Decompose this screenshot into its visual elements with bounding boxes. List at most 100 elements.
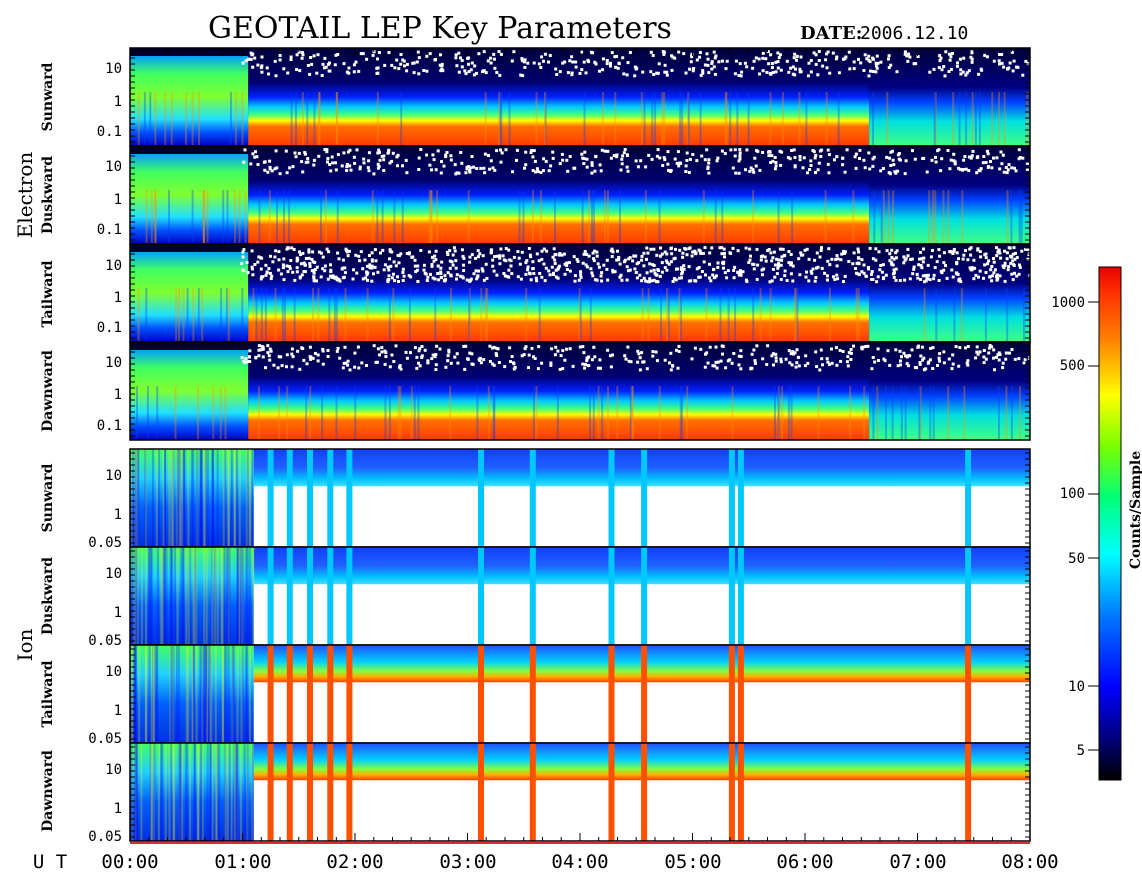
noise-speckle: [387, 268, 391, 272]
noise-speckle: [605, 258, 609, 262]
noise-speckle: [1017, 357, 1021, 361]
striation: [165, 547, 168, 645]
noise-speckle: [540, 275, 544, 279]
noise-speckle: [524, 150, 528, 154]
striation: [235, 743, 238, 841]
noise-speckle: [495, 353, 499, 357]
noise-speckle: [862, 158, 866, 162]
noise-speckle: [601, 57, 605, 61]
noise-speckle: [636, 165, 640, 169]
noise-speckle: [358, 165, 362, 169]
noise-speckle: [433, 254, 437, 258]
noise-speckle: [593, 355, 597, 359]
noise-speckle: [841, 350, 845, 353]
noise-speckle: [432, 158, 436, 162]
noise-speckle: [259, 348, 263, 352]
ion-spike: [737, 743, 744, 841]
noise-speckle: [712, 50, 716, 54]
striation: [727, 288, 730, 342]
noise-speckle: [657, 62, 661, 66]
striation: [499, 92, 502, 146]
noise-speckle: [316, 359, 320, 363]
noise-speckle: [998, 167, 1002, 171]
noise-speckle: [300, 273, 304, 277]
noise-speckle: [345, 70, 349, 74]
noise-speckle: [412, 71, 416, 75]
noise-speckle: [430, 357, 434, 361]
ion-spike: [327, 743, 334, 841]
noise-speckle: [510, 272, 514, 276]
noise-speckle: [504, 148, 508, 152]
noise-speckle: [792, 148, 796, 152]
noise-speckle: [563, 358, 567, 362]
noise-speckle: [290, 246, 294, 250]
noise-speckle: [788, 157, 792, 161]
striation: [318, 92, 320, 146]
noise-speckle: [745, 280, 749, 283]
noise-speckle: [563, 60, 567, 64]
noise-speckle: [997, 249, 1000, 253]
noise-speckle: [537, 62, 541, 66]
noise-speckle: [568, 269, 572, 273]
striation: [133, 547, 135, 645]
striation: [1005, 386, 1008, 440]
noise-speckle: [425, 279, 429, 282]
noise-speckle: [474, 256, 477, 260]
noise-speckle: [931, 249, 934, 252]
noise-speckle: [568, 347, 572, 351]
noise-speckle: [610, 255, 614, 258]
noise-speckle: [934, 160, 938, 164]
striation: [978, 92, 981, 146]
noise-speckle: [868, 167, 872, 171]
noise-speckle: [273, 59, 277, 63]
noise-speckle: [769, 53, 773, 57]
noise-speckle: [300, 56, 304, 60]
striation: [131, 645, 134, 743]
ion-spike: [267, 547, 274, 645]
noise-speckle: [892, 163, 896, 167]
striation: [581, 190, 584, 244]
noise-speckle: [826, 360, 830, 364]
noise-speckle: [507, 275, 511, 279]
noise-speckle: [957, 257, 960, 261]
noise-speckle: [307, 256, 311, 260]
noise-speckle: [309, 56, 313, 59]
noise-speckle: [940, 271, 944, 275]
striation: [1006, 288, 1009, 342]
noise-speckle: [814, 350, 818, 354]
noise-speckle: [871, 56, 875, 60]
noise-speckle: [417, 72, 421, 76]
noise-speckle: [496, 347, 500, 351]
noise-speckle: [1003, 249, 1007, 253]
noise-speckle: [593, 278, 597, 282]
noise-speckle: [434, 168, 438, 172]
noise-speckle: [542, 157, 546, 161]
noise-speckle: [948, 58, 952, 62]
striation: [998, 386, 1000, 440]
noise-speckle: [668, 361, 671, 365]
noise-speckle: [454, 266, 458, 270]
noise-speckle: [484, 262, 488, 266]
noise-speckle: [938, 352, 942, 356]
noise-speckle: [915, 366, 919, 370]
striation: [168, 743, 171, 841]
noise-speckle: [687, 279, 691, 283]
noise-speckle: [915, 272, 919, 276]
noise-speckle: [396, 275, 399, 279]
noise-speckle: [789, 66, 793, 70]
noise-speckle: [764, 57, 768, 61]
noise-speckle: [374, 360, 378, 364]
noise-speckle: [693, 249, 697, 253]
xtick-0600: 06:00: [776, 851, 833, 873]
striation: [934, 92, 937, 146]
striation: [467, 190, 470, 244]
noise-speckle: [248, 360, 252, 363]
noise-speckle: [668, 170, 672, 173]
noise-speckle: [946, 149, 950, 152]
noise-speckle: [678, 276, 682, 280]
noise-speckle: [871, 157, 875, 161]
noise-speckle: [356, 345, 360, 349]
noise-speckle: [337, 257, 341, 261]
noise-speckle: [678, 248, 682, 252]
noise-speckle: [748, 258, 752, 262]
